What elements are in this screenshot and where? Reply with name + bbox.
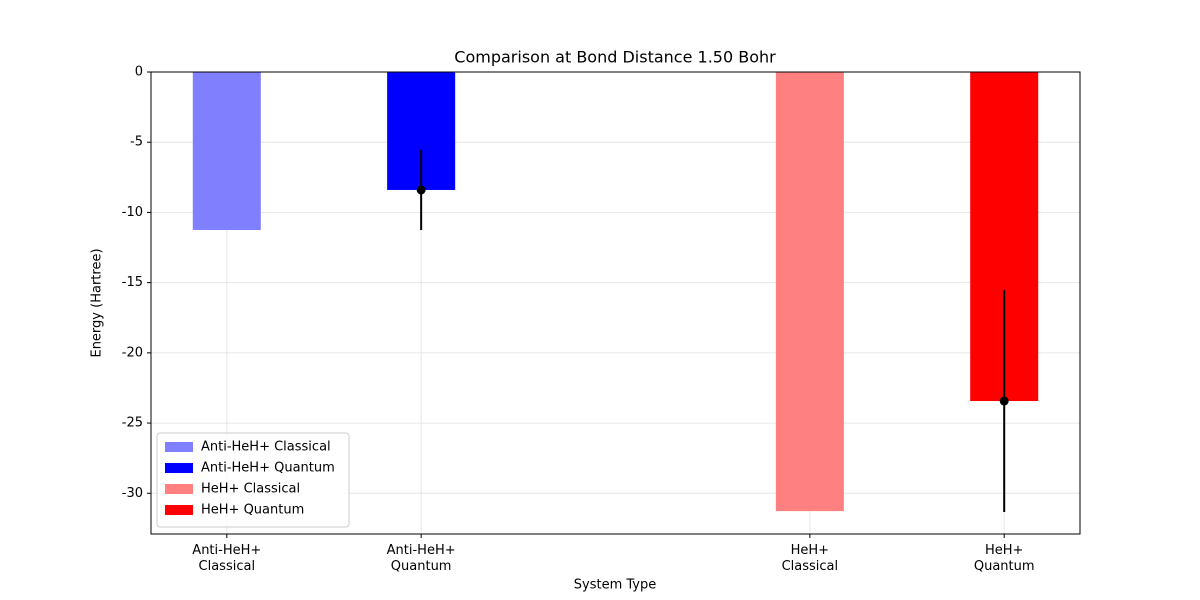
x-tick-label: HeH+ Classical [781,543,839,574]
x-tick-label: Anti-HeH+ Quantum [386,543,456,574]
error-point [416,185,426,195]
legend-swatch [165,463,193,473]
legend-label: HeH+ Quantum [201,503,304,518]
y-tick-label: -15 [122,275,143,290]
legend-box [156,432,350,528]
legend: Anti-HeH+ Classical Anti-HeH+ Quantum HeH+… [156,432,350,528]
y-tick-label: -10 [122,205,143,220]
legend-label: Anti-HeH+ Quantum [201,461,335,476]
y-axis-label: Energy (Hartree) [90,248,105,357]
x-tick-label: Anti-HeH+ Classical [192,543,262,574]
y-tick-label: -5 [130,135,143,150]
x-tick-label: HeH+ Quantum [973,543,1035,574]
legend-swatch [165,505,193,515]
y-tick-label: 0 [135,65,143,80]
plot-frame [150,71,1081,535]
bar [775,72,844,512]
y-tick-label: -20 [122,345,143,360]
legend-swatch [165,442,193,452]
x-axis-label: System Type [574,578,656,593]
error-point [999,396,1009,406]
y-tick-label: -25 [122,416,143,431]
legend-label: HeH+ Classical [201,482,300,497]
y-tick-label: -30 [122,486,143,501]
chart-title: Comparison at Bond Distance 1.50 Bohr [454,48,776,67]
bar [192,72,261,230]
legend-swatch [165,484,193,494]
legend-label: Anti-HeH+ Classical [201,440,331,455]
